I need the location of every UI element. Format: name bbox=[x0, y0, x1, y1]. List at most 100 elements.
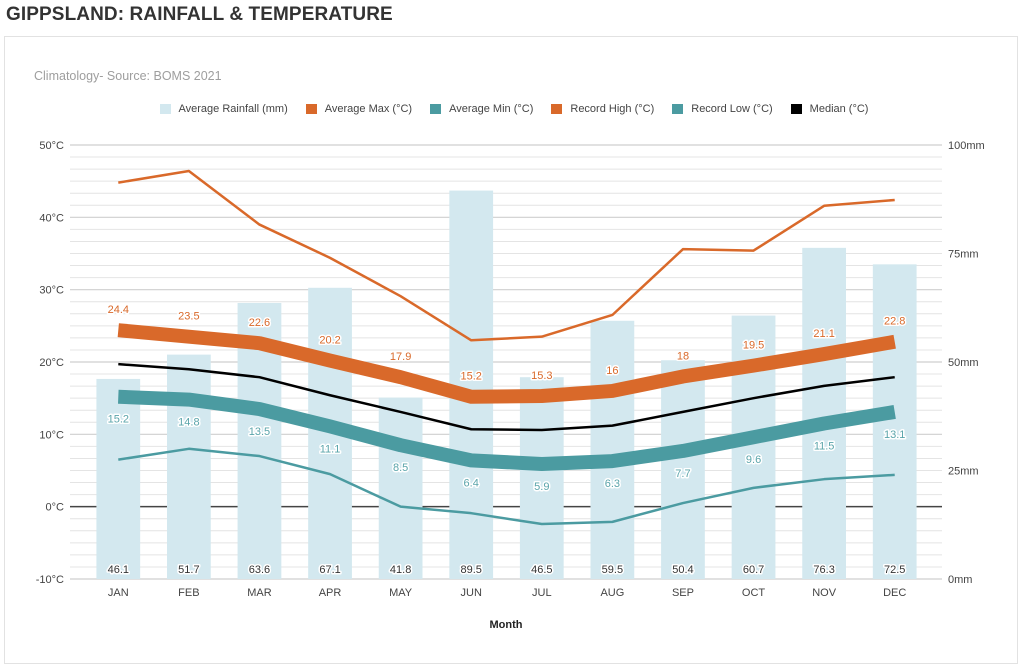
page-title: GIPPSLAND: RAINFALL & TEMPERATURE bbox=[6, 4, 393, 25]
rainfall-bar-nov bbox=[802, 247, 847, 579]
legend-swatch-record-high bbox=[551, 104, 563, 114]
x-axis-tick: AUG bbox=[600, 587, 624, 599]
legend-label: Average Max (°C) bbox=[324, 103, 413, 115]
legend-swatch-average-max bbox=[305, 104, 317, 114]
rainfall-label: 76.3 bbox=[813, 564, 834, 576]
rainfall-bar-jul bbox=[519, 377, 564, 579]
x-axis-tick: DEC bbox=[883, 587, 906, 599]
legend-swatch-median bbox=[790, 104, 802, 114]
rainfall-label: 46.1 bbox=[108, 564, 129, 576]
left-axis-tick: -10°C bbox=[36, 574, 64, 586]
avg-max-label: 15.2 bbox=[460, 371, 481, 383]
x-axis-tick: MAR bbox=[247, 587, 272, 599]
legend-label: Record High (°C) bbox=[570, 103, 655, 115]
avg-max-label: 20.2 bbox=[319, 335, 340, 347]
rainfall-bar-sep bbox=[661, 360, 705, 579]
rainfall-label: 67.1 bbox=[319, 564, 340, 576]
legend-label: Average Rainfall (mm) bbox=[178, 103, 288, 115]
rainfall-bar-dec bbox=[872, 264, 917, 579]
x-axis-tick: SEP bbox=[672, 587, 694, 599]
legend-swatch-record-low bbox=[672, 104, 684, 114]
x-axis-tick: APR bbox=[319, 587, 342, 599]
left-axis-tick: 30°C bbox=[39, 285, 64, 297]
x-axis-tick: JUL bbox=[532, 587, 552, 599]
rainfall-label: 89.5 bbox=[460, 564, 481, 576]
avg-min-label: 11.5 bbox=[814, 440, 835, 452]
rainfall-bar-may bbox=[378, 397, 423, 579]
legend-item-rainfall[interactable]: Average Rainfall (mm) bbox=[159, 103, 288, 115]
left-axis-tick: 50°C bbox=[39, 140, 64, 152]
rainfall-bar-aug bbox=[590, 320, 635, 579]
x-axis-tick: NOV bbox=[812, 587, 837, 599]
x-axis-tick: MAY bbox=[389, 587, 413, 599]
avg-max-label: 22.8 bbox=[884, 316, 905, 328]
rainfall-bar-feb bbox=[166, 354, 211, 579]
rainfall-label: 63.6 bbox=[249, 564, 270, 576]
rainfall-label: 41.8 bbox=[390, 564, 411, 576]
avg-max-label: 17.9 bbox=[390, 351, 411, 363]
left-axis-tick: 40°C bbox=[39, 212, 64, 224]
left-axis-tick: 10°C bbox=[39, 429, 64, 441]
avg-max-label: 16 bbox=[606, 365, 618, 377]
legend-item-record-high[interactable]: Record High (°C) bbox=[551, 103, 654, 115]
legend-swatch-rainfall bbox=[159, 104, 171, 114]
avg-max-label: 21.1 bbox=[813, 328, 834, 340]
legend-item-average-min[interactable]: Average Min (°C) bbox=[430, 103, 533, 115]
rainfall-label: 51.7 bbox=[178, 564, 199, 576]
avg-min-label: 14.8 bbox=[178, 417, 199, 429]
x-axis-tick: OCT bbox=[742, 587, 766, 599]
legend-swatch-average-min bbox=[430, 104, 442, 114]
rainfall-bars bbox=[96, 190, 917, 579]
avg-min-label: 13.5 bbox=[249, 426, 270, 438]
rainfall-label: 50.4 bbox=[672, 564, 693, 576]
rainfall-label: 46.5 bbox=[531, 564, 552, 576]
avg-max-label: 22.6 bbox=[249, 317, 270, 329]
avg-min-label: 9.6 bbox=[746, 454, 761, 466]
rainfall-bar-jun bbox=[449, 190, 494, 579]
rainfall-bar-jan bbox=[96, 378, 141, 579]
data-labels: 46.1 51.7 63.6 67.1 41.8 89.5 46.5 59.5 50.4 60.7… bbox=[106, 303, 907, 578]
line-record-high-c bbox=[118, 169, 895, 342]
line-average-max-c bbox=[117, 323, 896, 404]
avg-min-label: 7.7 bbox=[675, 468, 690, 480]
avg-max-label: 19.5 bbox=[743, 340, 764, 352]
axes: -10°C 0°C 10°C 20°C 30°C 40°C 50°C 0mm 25mm 50mm 7… bbox=[36, 140, 985, 599]
rainfall-label: 60.7 bbox=[743, 564, 764, 576]
line-average-min-c bbox=[118, 389, 896, 471]
avg-min-label: 11.1 bbox=[320, 443, 341, 455]
legend-item-record-low[interactable]: Record Low (°C) bbox=[672, 103, 773, 115]
right-axis-tick: 0mm bbox=[948, 574, 972, 586]
avg-min-label: 6.3 bbox=[605, 478, 620, 490]
avg-min-label: 5.9 bbox=[534, 481, 549, 493]
chart-frame bbox=[4, 36, 1018, 664]
avg-max-label: 15.3 bbox=[531, 370, 552, 382]
line-record-low-c bbox=[118, 447, 895, 526]
x-axis-tick: JAN bbox=[108, 587, 129, 599]
rainfall-label: 59.5 bbox=[602, 564, 623, 576]
line-median-c bbox=[118, 362, 895, 432]
series-lines bbox=[117, 169, 896, 526]
avg-max-label: 23.5 bbox=[178, 311, 199, 323]
x-axis-tick: JUN bbox=[461, 587, 482, 599]
right-axis-tick: 75mm bbox=[948, 249, 979, 261]
avg-max-label: 24.4 bbox=[108, 304, 129, 316]
avg-min-label: 13.1 bbox=[884, 429, 905, 441]
left-axis-tick: 20°C bbox=[39, 357, 64, 369]
x-axis-tick: FEB bbox=[178, 587, 199, 599]
legend-item-average-max[interactable]: Average Max (°C) bbox=[305, 103, 413, 115]
left-axis-tick: 0°C bbox=[46, 502, 65, 514]
avg-max-label: 18 bbox=[677, 350, 689, 362]
legend-label: Average Min (°C) bbox=[449, 103, 534, 115]
right-axis-tick: 100mm bbox=[948, 140, 985, 152]
chart-subtitle: Climatology- Source: BOMS 2021 bbox=[34, 69, 222, 83]
avg-min-label: 8.5 bbox=[393, 462, 408, 474]
right-axis-tick: 50mm bbox=[948, 357, 979, 369]
legend-item-median[interactable]: Median (°C) bbox=[790, 103, 868, 115]
x-axis-title: Month bbox=[490, 619, 523, 631]
chart-legend: Average Rainfall (mm) Average Max (°C) A… bbox=[0, 103, 1024, 115]
rainfall-label: 72.5 bbox=[884, 564, 905, 576]
avg-min-label: 15.2 bbox=[108, 414, 129, 426]
legend-label: Record Low (°C) bbox=[691, 103, 773, 115]
avg-min-label: 6.4 bbox=[464, 477, 479, 489]
